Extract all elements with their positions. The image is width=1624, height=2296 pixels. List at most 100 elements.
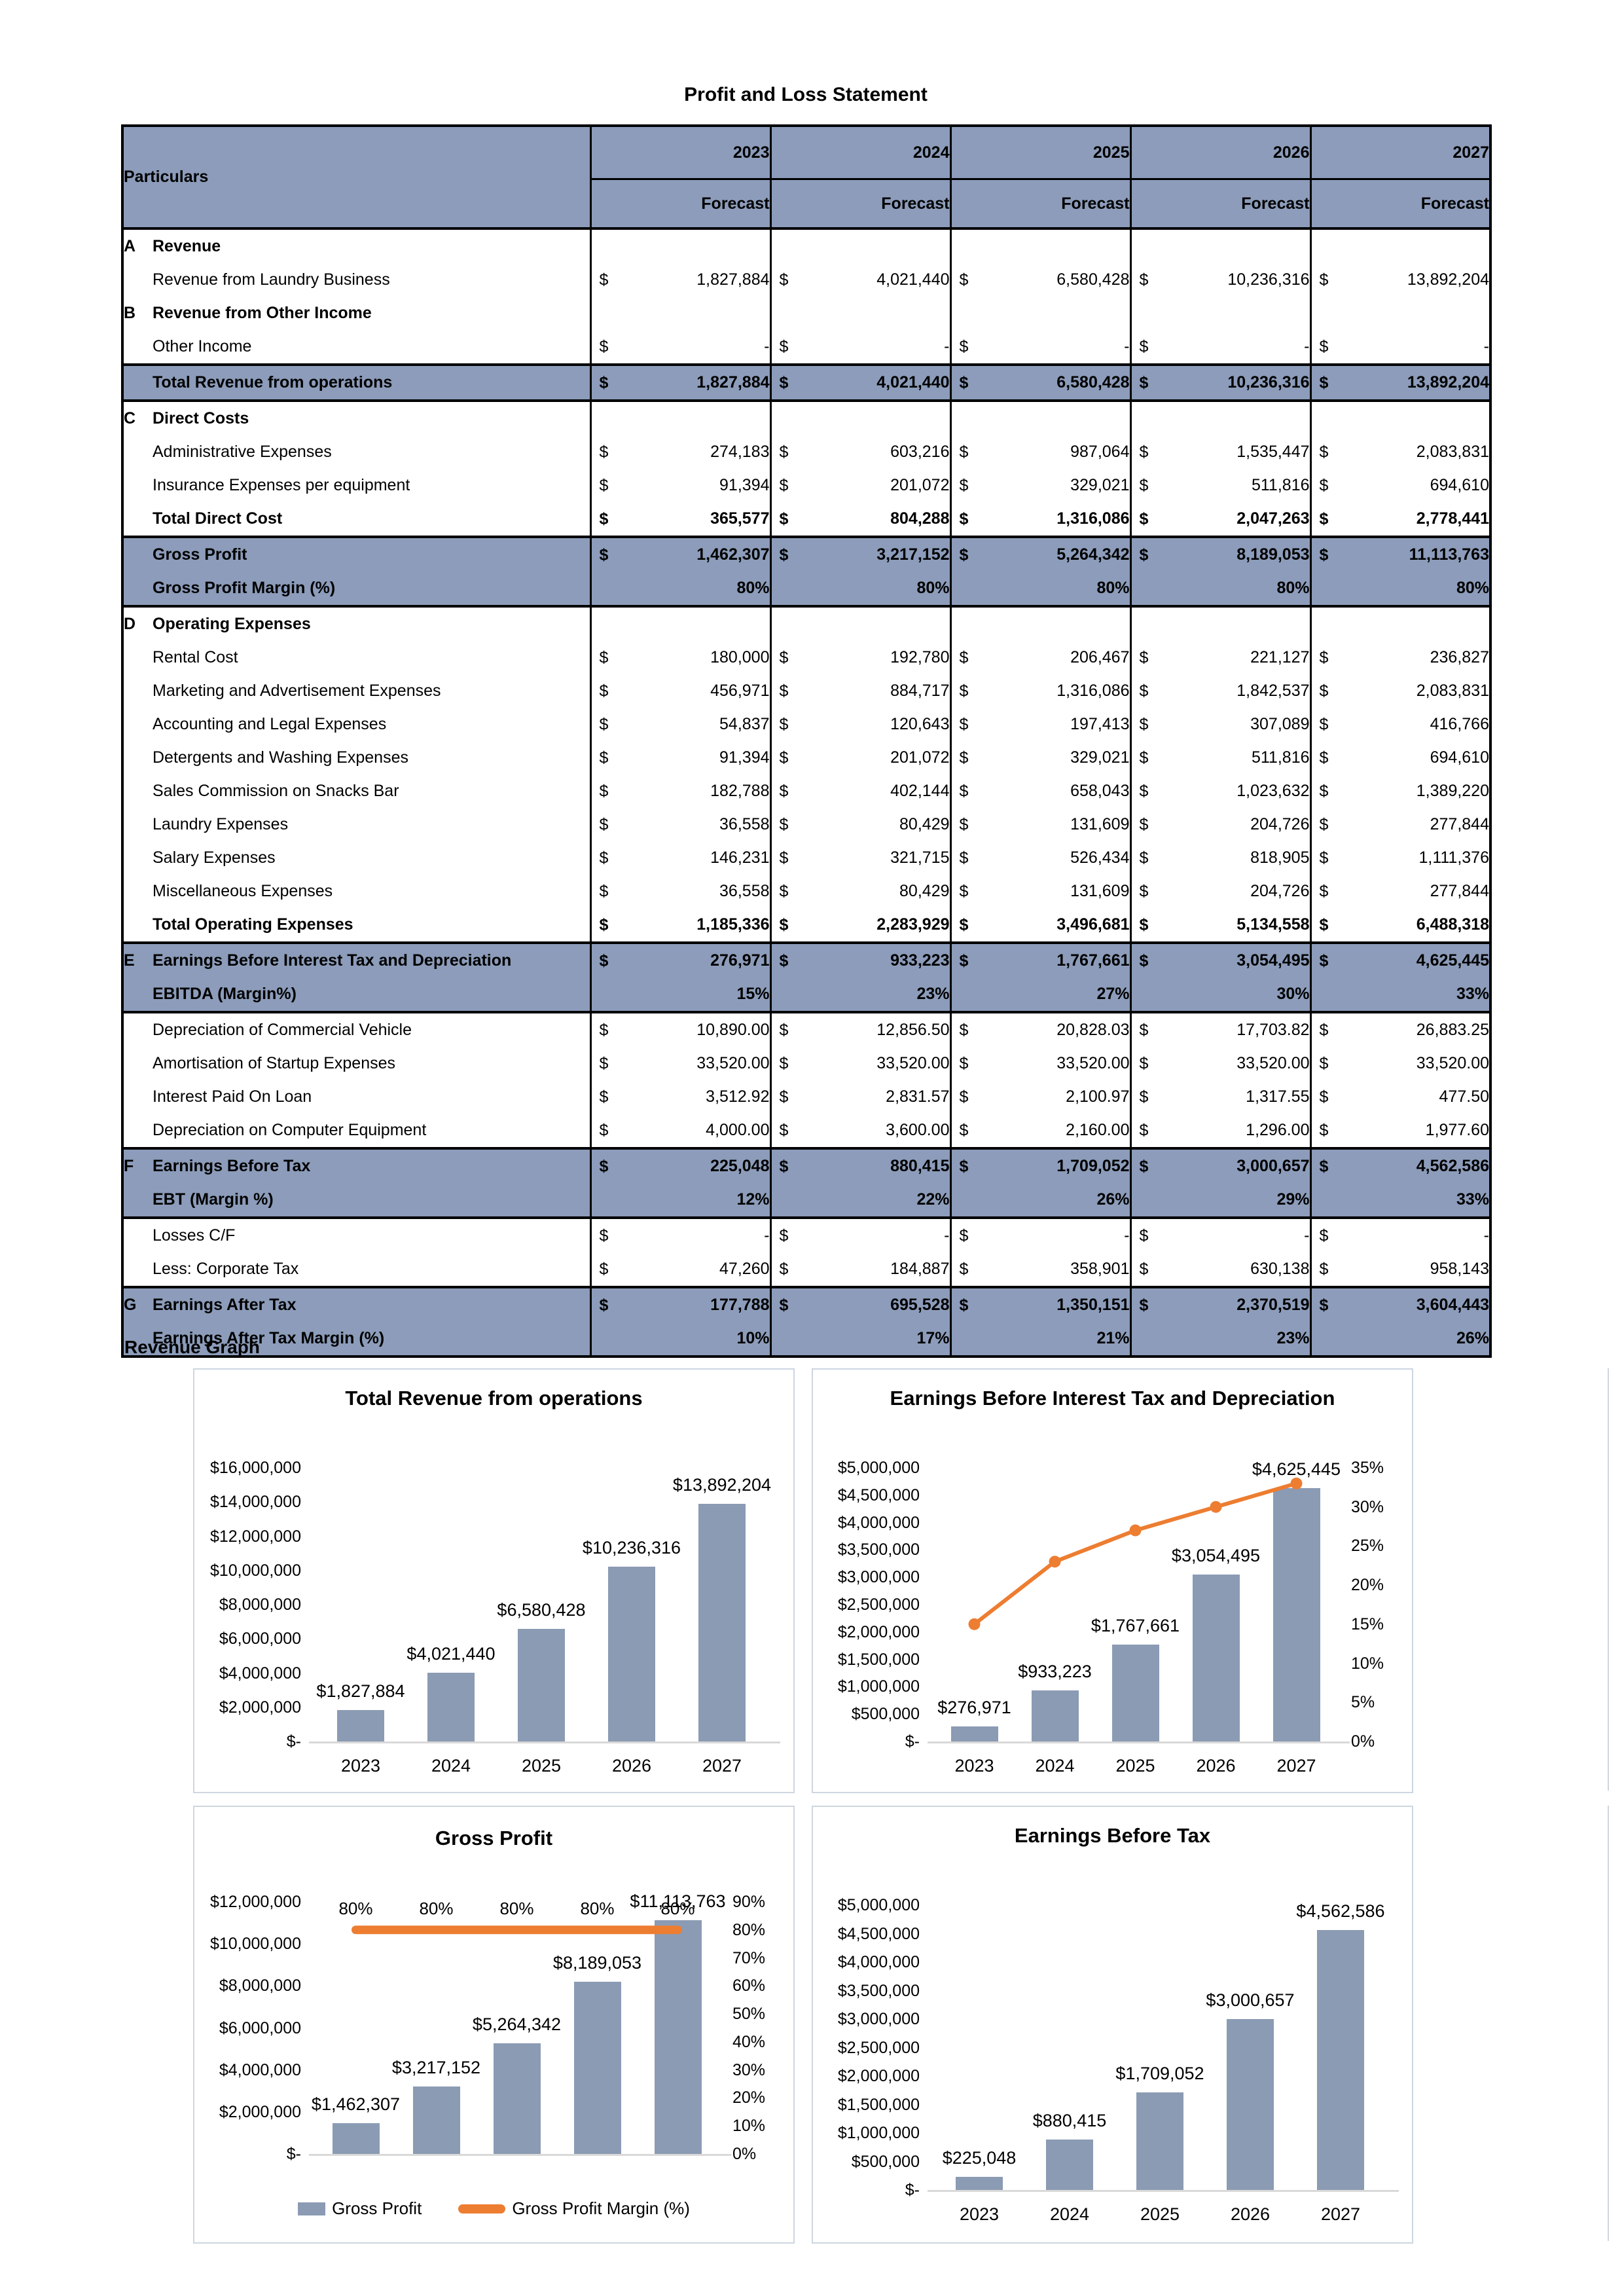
revenue-graph-label: Revenue Graph (124, 1337, 260, 1357)
value-cell: 10% (589, 1322, 772, 1358)
cell-value: 818,905 (1250, 848, 1310, 867)
x-axis-category-label: 2024 (431, 1756, 471, 1776)
x-axis-category-label: 2024 (1035, 1756, 1075, 1776)
value-cell: $ - (1309, 330, 1492, 365)
secondary-y-axis-tick-label: 90% (732, 1893, 766, 1911)
bar-2027 (1272, 1488, 1320, 1741)
dollar-sign: $ (1139, 648, 1149, 666)
bar-2023 (337, 1710, 384, 1741)
dollar-sign: $ (1139, 815, 1149, 833)
cell-value: 29% (1276, 1190, 1310, 1209)
dollar-sign: $ (599, 1121, 609, 1139)
dollar-sign: $ (1319, 682, 1329, 700)
cell-value: 236,827 (1430, 648, 1489, 666)
dollar-sign: $ (1319, 1121, 1329, 1139)
cropped-chart-edge (1608, 1806, 1609, 2241)
table-row: Amortisation of Startup Expenses $33,520.… (121, 1047, 1492, 1080)
bar-2027 (1317, 1930, 1364, 2190)
cell-value: 197,413 (1070, 715, 1130, 733)
y-axis-tick-label: $2,000,000 (219, 1698, 301, 1717)
row-label-cell: Detergents and Washing Expenses (121, 741, 592, 774)
cell-value: 15% (736, 985, 770, 1003)
value-cell (769, 297, 952, 330)
cell-value: 17% (916, 1329, 950, 1347)
cell-value: 5,264,342 (1056, 545, 1130, 564)
cell-value: 4,021,440 (876, 373, 950, 392)
value-cell: $2,083,831 (1309, 674, 1492, 708)
y-axis-tick-label: $4,000,000 (837, 1953, 920, 1971)
dollar-sign: $ (1319, 270, 1329, 289)
secondary-y-axis-tick-label: 15% (1351, 1614, 1384, 1633)
y-axis-tick-label: $500,000 (851, 2152, 920, 2171)
value-cell: $365,577 (589, 502, 772, 537)
value-cell: $511,816 (1129, 469, 1312, 502)
row-label: Gross Profit (153, 545, 247, 564)
cell-value: 6,580,428 (1056, 373, 1130, 392)
row-label: Losses C/F (153, 1226, 236, 1245)
value-cell: $3,600.00 (769, 1114, 952, 1148)
cell-value: 120,643 (890, 715, 950, 733)
x-axis-category-label: 2023 (959, 2204, 1000, 2224)
bar-data-label: $4,625,445 (1252, 1459, 1341, 1480)
y-axis-tick-label: $1,500,000 (837, 2095, 920, 2114)
row-letter: A (124, 237, 136, 255)
page-title: Profit and Loss Statement (684, 84, 928, 105)
value-cell: $ - (589, 1218, 772, 1252)
dollar-sign: $ (599, 337, 609, 355)
header-cell-forecast: Forecast (769, 179, 952, 230)
table-row: Accounting and Legal Expenses $54,837 $120… (121, 708, 1492, 741)
bar-2027 (654, 1920, 702, 2154)
row-letter: C (124, 409, 136, 428)
dollar-sign: $ (599, 815, 609, 833)
value-cell: $526,434 (949, 841, 1132, 875)
bar-data-label: $276,971 (937, 1697, 1011, 1717)
cell-value: 5,134,558 (1236, 915, 1310, 934)
row-label: Miscellaneous Expenses (153, 882, 333, 900)
value-cell: $6,488,318 (1309, 908, 1492, 943)
bar-2025 (493, 2043, 541, 2154)
cell-value: 10% (736, 1329, 770, 1347)
dollar-sign: $ (599, 443, 609, 461)
table-row: Marketing and Advertisement Expenses $456… (121, 674, 1492, 708)
cell-value: 2,831.57 (886, 1087, 950, 1106)
y-axis-tick-label: $10,000,000 (209, 1935, 301, 1954)
dollar-sign: $ (1139, 270, 1149, 289)
dollar-sign: $ (779, 915, 789, 934)
row-label-cell: Earnings After Tax Margin (%) (121, 1322, 592, 1358)
cell-value: 13,892,204 (1407, 373, 1489, 392)
row-label: Direct Costs (153, 409, 249, 428)
y-axis-tick-label: $16,000,000 (209, 1459, 301, 1477)
dollar-sign: $ (1319, 782, 1329, 800)
row-label-cell: Gross Profit (121, 536, 592, 572)
cell-value: 2,047,263 (1236, 509, 1310, 528)
bar-data-label: $4,562,586 (1296, 1901, 1385, 1922)
value-cell (1129, 606, 1312, 641)
value-cell: $416,766 (1309, 708, 1492, 741)
dollar-sign: $ (1319, 915, 1329, 934)
dollar-sign: $ (1139, 882, 1149, 900)
bar-2024 (412, 2086, 460, 2154)
row-label: Detergents and Washing Expenses (153, 748, 408, 767)
table-row: EBT (Margin %) 12% 22% 26% 29% 33% (121, 1183, 1492, 1219)
dollar-sign: $ (959, 1054, 969, 1072)
x-axis-line (928, 2190, 1399, 2192)
bar-data-label: $933,223 (1018, 1661, 1092, 1681)
dollar-sign: $ (599, 1296, 609, 1314)
y-axis-tick-label: $2,000,000 (837, 1622, 920, 1641)
cell-value: 10,890.00 (696, 1021, 770, 1039)
value-cell: $658,043 (949, 774, 1132, 808)
cell-value: 201,072 (890, 476, 950, 494)
row-label: Earnings Before Tax (153, 1157, 311, 1175)
bar-2023 (332, 2123, 380, 2154)
value-cell (589, 401, 772, 435)
bar-data-label: $1,827,884 (316, 1681, 405, 1702)
value-cell: $236,827 (1309, 641, 1492, 674)
cell-value: - (1124, 337, 1130, 355)
cell-value: 80% (1096, 579, 1130, 597)
row-label-cell: G Earnings After Tax (121, 1286, 592, 1322)
row-label-cell: EBITDA (Margin%) (121, 977, 592, 1013)
cell-value: 80% (916, 579, 950, 597)
cell-value: 1,827,884 (696, 373, 770, 392)
value-cell: 21% (949, 1322, 1132, 1358)
value-cell: $184,887 (769, 1252, 952, 1287)
